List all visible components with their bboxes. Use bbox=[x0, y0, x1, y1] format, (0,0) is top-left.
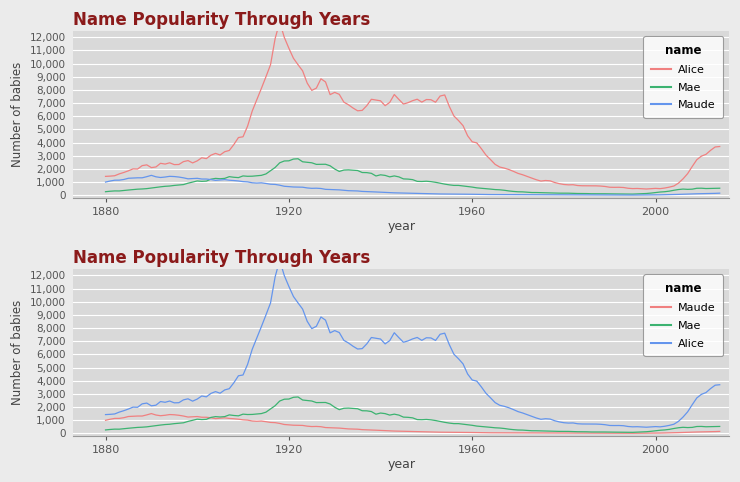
X-axis label: year: year bbox=[387, 458, 415, 471]
X-axis label: year: year bbox=[387, 220, 415, 233]
Y-axis label: Number of babies: Number of babies bbox=[11, 300, 24, 405]
Text: Name Popularity Through Years: Name Popularity Through Years bbox=[73, 249, 371, 268]
Legend: Alice, Mae, Maude: Alice, Mae, Maude bbox=[644, 36, 723, 118]
Y-axis label: Number of babies: Number of babies bbox=[11, 62, 24, 167]
Text: Name Popularity Through Years: Name Popularity Through Years bbox=[73, 11, 371, 29]
Legend: Maude, Mae, Alice: Maude, Mae, Alice bbox=[644, 274, 723, 356]
